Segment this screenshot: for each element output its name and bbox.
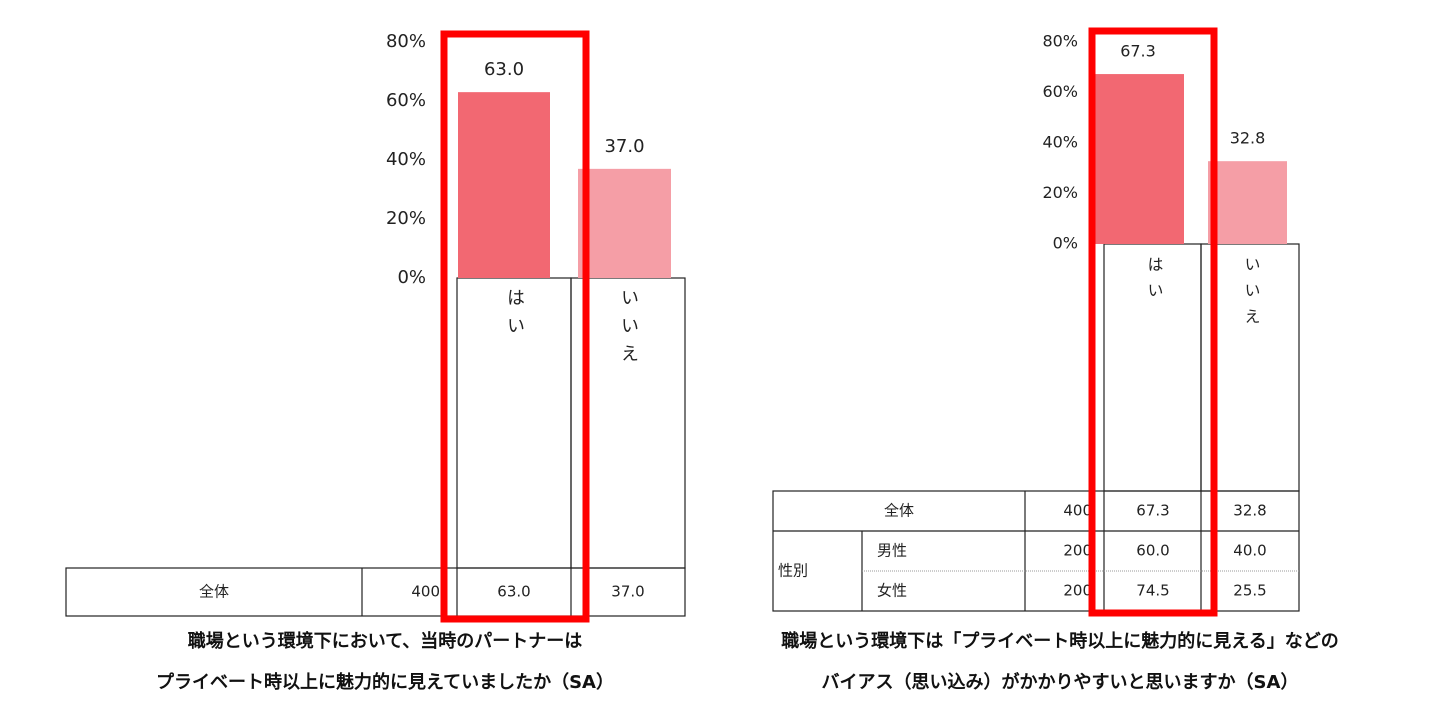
table-cell: 400 <box>1063 502 1092 520</box>
table-cell: 74.5 <box>1136 582 1169 600</box>
y-tick-label: 0% <box>397 267 426 288</box>
value-label: 67.3 <box>1120 42 1156 61</box>
table-cell: 200 <box>1063 582 1092 600</box>
category-label: いいえ <box>1242 256 1261 334</box>
category-label: はい <box>1145 256 1164 308</box>
table-cell: 25.5 <box>1233 582 1266 600</box>
caption: バイアス（思い込み）がかかりやすいと思いますか（SA） <box>822 671 1299 693</box>
table-cell: 女性 <box>877 582 907 600</box>
bar <box>1092 74 1184 244</box>
y-tick-label: 80% <box>386 31 426 52</box>
y-tick-label: 80% <box>1042 32 1078 51</box>
highlight-box <box>1088 27 1218 617</box>
table-cell: 400 <box>411 583 440 601</box>
caption: プライベート時以上に魅力的に見えていましたか（SA） <box>156 671 614 693</box>
y-tick-label: 0% <box>1053 234 1078 253</box>
y-tick-label: 60% <box>386 90 426 111</box>
table-cell: 32.8 <box>1233 502 1266 520</box>
caption: 職場という環境下は「プライベート時以上に魅力的に見える」などの <box>781 630 1338 652</box>
value-label: 37.0 <box>604 136 644 157</box>
y-tick-label: 40% <box>1042 133 1078 152</box>
table-cell: 男性 <box>877 542 907 560</box>
table-cell: 200 <box>1063 542 1092 560</box>
value-label: 63.0 <box>484 59 524 80</box>
table-cell: 40.0 <box>1233 542 1266 560</box>
bar <box>578 168 671 278</box>
table-cell: 67.3 <box>1136 502 1169 520</box>
table-cell: 全体 <box>199 583 229 601</box>
table-cell: 性別 <box>778 562 808 580</box>
table-cell: 60.0 <box>1136 542 1169 560</box>
category-label: いいえ <box>618 288 639 372</box>
bar <box>458 92 550 279</box>
table-cell: 全体 <box>884 502 914 520</box>
table-1 <box>65 277 686 617</box>
category-label: はい <box>504 288 525 344</box>
y-tick-label: 40% <box>386 149 426 170</box>
bar <box>1208 161 1287 244</box>
y-tick-label: 60% <box>1042 82 1078 101</box>
highlight-box <box>440 30 590 623</box>
value-label: 32.8 <box>1230 129 1266 148</box>
table-2 <box>772 243 1300 612</box>
marks: 0% 20% 40% 60% 80% 63.0 はい 37.0 いいえ 0% 20% 40% 60% 80… <box>386 31 1287 372</box>
y-tick-label: 20% <box>386 208 426 229</box>
table-cell: 63.0 <box>497 583 530 601</box>
caption: 職場という環境下において、当時のパートナーは <box>188 630 583 652</box>
y-tick-label: 20% <box>1042 183 1078 202</box>
table-cell: 37.0 <box>611 583 644 601</box>
